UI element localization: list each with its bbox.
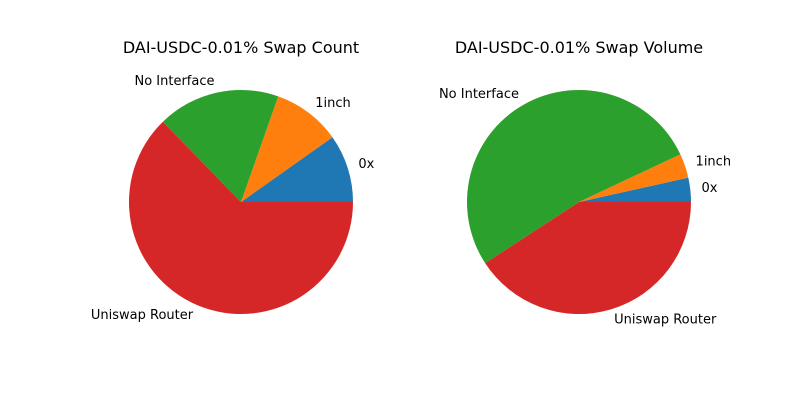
swap-volume-slice-no-interface: [466, 89, 681, 264]
swap-count-labels: 0x 1inch No Interface Uniswap Router: [91, 74, 375, 323]
swap-volume-label-uniswap-router: Uniswap Router: [614, 313, 717, 328]
swap-volume-pie: DAI-USDC-0.01% Swap Volume 0x 1inch No Int…: [439, 38, 731, 328]
swap-count-slice-no-interface: [162, 90, 279, 202]
swap-count-pie: DAI-USDC-0.01% Swap Count 0x 1inch No Inte…: [91, 38, 375, 323]
swap-count-label-0x: 0x: [358, 157, 374, 172]
swap-count-slices: [129, 90, 353, 315]
swap-count-slice-uniswap-router: [129, 121, 353, 315]
swap-volume-title: DAI-USDC-0.01% Swap Volume: [455, 38, 703, 57]
swap-volume-label-0x: 0x: [701, 181, 717, 196]
swap-volume-slices: [466, 89, 691, 314]
swap-volume-label-1inch: 1inch: [696, 155, 732, 170]
swap-count-slice-0x: [241, 137, 353, 202]
swap-volume-label-no-interface: No Interface: [439, 87, 519, 102]
swap-volume-labels: 0x 1inch No Interface Uniswap Router: [439, 87, 731, 328]
swap-volume-slice-1inch: [579, 154, 689, 202]
swap-count-label-no-interface: No Interface: [134, 74, 214, 89]
swap-count-label-1inch: 1inch: [315, 96, 351, 111]
swap-count-label-uniswap-router: Uniswap Router: [91, 308, 194, 323]
swap-volume-slice-0x: [579, 177, 691, 202]
swap-count-title: DAI-USDC-0.01% Swap Count: [123, 38, 359, 57]
swap-volume-slice-uniswap-router: [485, 202, 691, 314]
swap-count-slice-1inch: [241, 96, 333, 202]
